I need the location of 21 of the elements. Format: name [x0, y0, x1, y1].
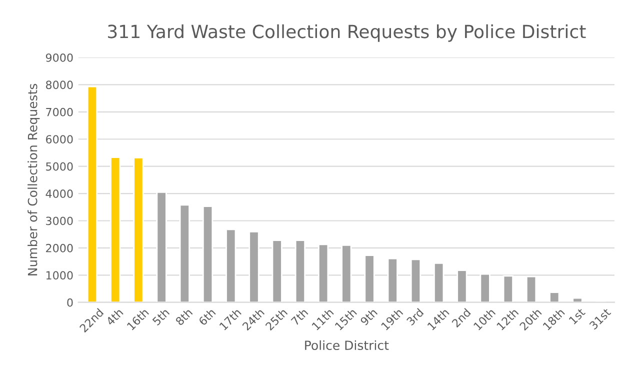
y-tick-label: 9000: [46, 53, 73, 62]
y-tick-label: 2000: [46, 244, 73, 252]
y-tick-label: 1000: [46, 271, 73, 280]
y-tick-label: 5000: [46, 162, 73, 171]
y-tick-label: 3000: [46, 216, 73, 226]
y-axis-title: Number of Collection Requests: [28, 84, 40, 276]
y-tick-label: 6000: [46, 135, 73, 144]
y-tick-label: 7000: [46, 108, 73, 116]
x-tick-label: 5th: [152, 308, 170, 326]
x-tick-label: 9th: [360, 308, 378, 326]
chart-title: 311 Yard Waste Collection Requests by Police District: [108, 24, 586, 42]
x-tick-label: 3rd: [406, 308, 424, 326]
y-tick-label: 0: [67, 298, 73, 307]
x-axis-title: Police District: [305, 340, 389, 350]
y-tick-label: 4000: [46, 190, 73, 198]
x-tick-label: 6th: [198, 308, 216, 326]
x-tick-label: 4th: [105, 308, 124, 326]
y-tick-label: 8000: [46, 80, 73, 90]
x-tick-label: 7th: [290, 308, 308, 326]
x-tick-label: 8th: [174, 308, 193, 326]
x-tick-label: 1st: [568, 308, 586, 325]
